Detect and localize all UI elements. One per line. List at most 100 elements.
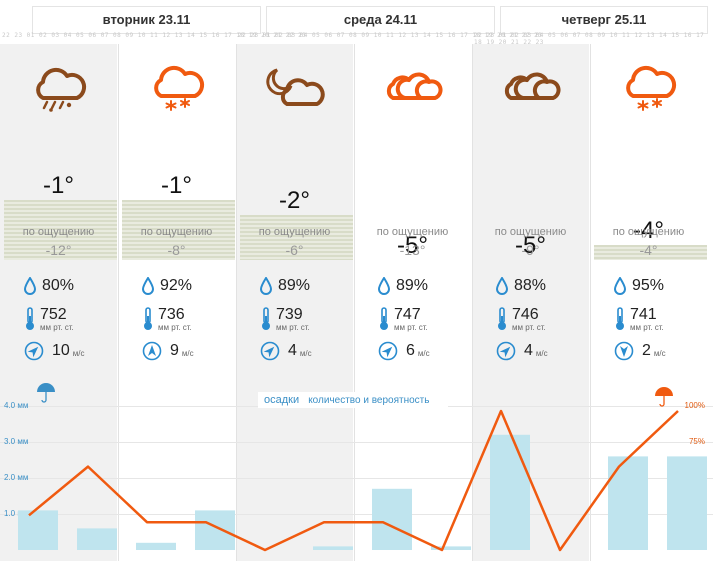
wind-speed-value: 2 [642, 342, 651, 359]
wind-direction-icon [614, 341, 634, 361]
wind-unit: м/с [72, 349, 85, 358]
pressure-row: 739 мм рт. ст. [260, 306, 310, 332]
wind-speed-value: 6 [406, 342, 415, 359]
humidity-row: 88% [496, 275, 546, 297]
temperature-level-bar [240, 215, 353, 260]
temperature-value: -5° [515, 232, 546, 259]
wind-direction-icon [378, 341, 398, 361]
temperature-value: -4° [633, 217, 664, 244]
feels-like-label: по ощущению [22, 226, 95, 238]
pressure-value: 747 [394, 305, 421, 323]
day-header-label: среда 24.11 [343, 12, 418, 27]
pressure-value: 741 [630, 305, 657, 323]
humidity-row: 92% [142, 275, 192, 297]
wind-speed-value: 10 [52, 342, 70, 359]
precip-subtitle: количество и вероятность [308, 395, 430, 406]
humidity-value: 95% [632, 277, 665, 294]
humidity-value: 89% [278, 277, 311, 294]
thermometer-icon [616, 307, 624, 330]
pressure-unit: мм рт. ст. [630, 322, 664, 332]
forecast-column[interactable]: -1° по ощущению -12° 80% 752 мм рт. ст. 10 м/с [0, 44, 117, 561]
column-divider [118, 44, 119, 561]
feels-like-value: -12° [45, 242, 72, 258]
temperature-value: -1° [43, 172, 74, 199]
wind-row: 2 м/с [614, 340, 666, 362]
chart-gridline [0, 478, 713, 479]
forecast-column[interactable]: -5° по ощущению -9° 88% 746 мм рт. ст. 4 м/с [472, 44, 589, 561]
right-axis-tick: 100% [684, 401, 705, 410]
left-axis-tick: 1.0 мм [4, 509, 29, 518]
pressure-value: 746 [512, 305, 539, 323]
right-axis-tick: 50% [688, 473, 705, 482]
wind-unit: м/с [299, 349, 312, 358]
wind-row: 4 м/с [260, 340, 312, 362]
day-header-tuesday[interactable]: вторник 23.11 [32, 6, 261, 34]
forecast-column[interactable]: -4° по ощущению -4° 95% 741 мм рт. ст. 2 м/с [590, 44, 707, 561]
hour-strip: 22 23 01 02 03 04 05 06 07 08 09 10 11 1… [0, 31, 713, 44]
thermometer-icon [26, 307, 34, 330]
feels-like-label: по ощущению [612, 226, 685, 238]
feels-like-label: по ощущению [140, 226, 213, 238]
feels-like-value: -8° [167, 242, 186, 258]
pressure-row: 741 мм рт. ст. [614, 306, 664, 332]
wind-direction-icon [496, 341, 516, 361]
feels-like-label: по ощущению [258, 226, 331, 238]
day-header-label: вторник 23.11 [102, 12, 191, 27]
feels-like-value: -6° [285, 242, 304, 258]
precip-title: осадки [264, 394, 300, 406]
chart-gridline [0, 514, 713, 515]
pressure-row: 752 мм рт. ст. [24, 306, 74, 332]
pressure-row: 736 мм рт. ст. [142, 306, 192, 332]
right-axis-tick: 75% [688, 437, 705, 446]
temperature-value: -1° [161, 172, 192, 199]
humidity-drop-icon [142, 277, 154, 295]
wind-speed-value: 4 [288, 342, 297, 359]
humidity-drop-icon [496, 277, 508, 295]
pressure-value: 739 [276, 305, 303, 323]
humidity-drop-icon [260, 277, 272, 295]
wind-speed-value: 9 [170, 342, 179, 359]
humidity-row: 80% [24, 275, 74, 297]
thermometer-icon [380, 307, 388, 330]
column-divider [354, 44, 355, 561]
feels-like-value: -13° [399, 242, 426, 258]
chart-gridline [0, 442, 713, 443]
left-axis-tick: 3.0 мм [4, 437, 29, 446]
humidity-drop-icon [614, 277, 626, 295]
left-axis-tick: 4.0 мм [4, 401, 29, 410]
hour-strip-text: 22 23 01 02 03 04 05 06 07 08 09 10 11 1… [474, 32, 705, 44]
temperature-value: -2° [279, 187, 310, 214]
forecast-column[interactable]: -1° по ощущению -8° 92% 736 мм рт. ст. 9 м/с [118, 44, 235, 561]
wind-direction-icon [24, 341, 44, 361]
wind-direction-icon [260, 341, 280, 361]
forecast-column[interactable]: -5° по ощущению -13° 89% 747 мм рт. ст. 6 м/с [354, 44, 471, 561]
night-cloud-icon [266, 68, 325, 106]
pressure-value: 752 [40, 305, 67, 323]
cloudy-icon [386, 72, 443, 100]
pressure-unit: мм рт. ст. [512, 322, 546, 332]
wind-direction-icon [142, 341, 162, 361]
humidity-value: 80% [42, 277, 75, 294]
column-divider [472, 44, 473, 561]
snow-cloud-icon [626, 65, 677, 111]
wind-unit: м/с [417, 349, 430, 358]
day-header-wednesday[interactable]: среда 24.11 [266, 6, 495, 34]
feels-like-value: -9° [521, 242, 540, 258]
pressure-unit: мм рт. ст. [40, 322, 74, 332]
snow-cloud-icon [154, 65, 205, 111]
pressure-row: 746 мм рт. ст. [496, 306, 546, 332]
wind-row: 6 м/с [378, 340, 430, 362]
humidity-row: 89% [260, 275, 310, 297]
wind-unit: м/с [535, 349, 548, 358]
column-divider [590, 44, 591, 561]
thermometer-icon [144, 307, 152, 330]
forecast-column[interactable]: -2° по ощущению -6° 89% 739 мм рт. ст. 4 м/с [236, 44, 353, 561]
hour-strip-text: 22 23 01 02 03 04 05 06 07 08 09 10 11 1… [2, 32, 307, 39]
pressure-value: 736 [158, 305, 185, 323]
day-header-thursday[interactable]: четверг 25.11 [500, 6, 708, 34]
humidity-drop-icon [378, 277, 390, 295]
temperature-level-bar [4, 200, 117, 260]
thermometer-icon [498, 307, 506, 330]
humidity-drop-icon [24, 277, 36, 295]
rain-snow-cloud-icon [36, 67, 87, 112]
